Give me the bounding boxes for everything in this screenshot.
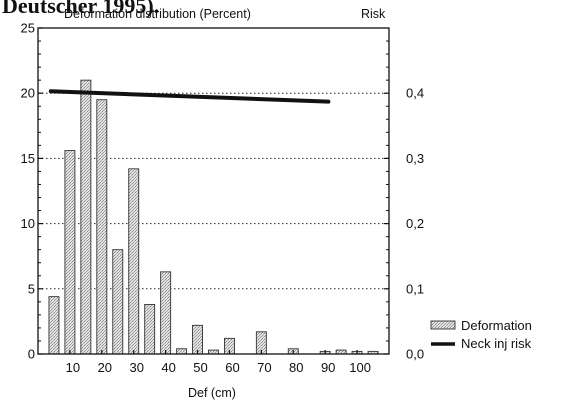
x-axis-label: Def (cm) (188, 386, 236, 400)
y-tick-label: 10 (21, 216, 35, 231)
bar (48, 296, 60, 355)
y-tick-label: 20 (21, 86, 35, 101)
plot-frame (37, 27, 390, 355)
y2-tick-label: 0,0 (406, 347, 424, 362)
x-tick-label: 60 (225, 360, 239, 375)
header-text-fragment: Deutscher 1995). (2, 0, 160, 18)
x-tick-label: 80 (289, 360, 303, 375)
y-tick-label: 25 (21, 21, 35, 36)
bar (96, 99, 108, 355)
x-tick-label: 10 (66, 360, 80, 375)
y2-tick-label: 0,3 (406, 151, 424, 166)
bar (80, 79, 92, 355)
bar (160, 271, 172, 355)
x-tick-label: 50 (193, 360, 207, 375)
y2-tick-label: 0,4 (406, 86, 424, 101)
x-tick-label: 20 (98, 360, 112, 375)
legend-label-deformation: Deformation (461, 318, 532, 333)
y-tick-label: 5 (28, 281, 35, 296)
y2-tick-label: 0,2 (406, 216, 424, 231)
legend-swatch-deformation (430, 320, 456, 330)
x-tick-label: 70 (257, 360, 271, 375)
bar (192, 324, 203, 355)
chart-title: Deformation distribution (Percent) (64, 7, 251, 21)
right-axis-title: Risk (361, 7, 386, 21)
risk-line (48, 89, 331, 104)
bar (128, 168, 140, 355)
legend-label-risk: Neck inj risk (461, 336, 532, 351)
bar (64, 150, 76, 355)
bar (112, 249, 124, 355)
x-tick-label: 100 (349, 360, 371, 375)
x-tick-label: 30 (129, 360, 143, 375)
bar (144, 303, 156, 355)
x-tick-label: 40 (161, 360, 175, 375)
x-tick-label: 90 (321, 360, 335, 375)
y-tick-label: 15 (21, 151, 35, 166)
y2-tick-label: 0,1 (406, 281, 424, 296)
bar (176, 348, 188, 355)
y-tick-label: 0 (28, 347, 35, 362)
